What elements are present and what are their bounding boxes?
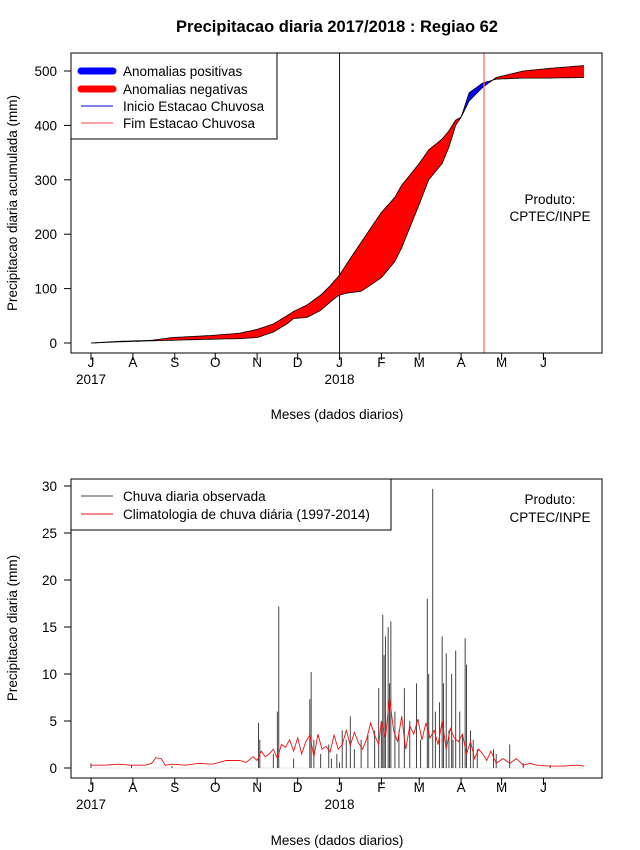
cumulative-legend-box — [70, 52, 278, 140]
daily-y-tick-label: 10 — [42, 667, 57, 682]
cumulative-year-label: 2018 — [325, 372, 355, 387]
cumulative-annotation-line-1: Produto: — [524, 192, 575, 207]
cumulative-chart: Precipitacao diaria 2017/2018 : Regiao 6… — [5, 18, 603, 422]
cumulative-x-tick-label: J — [336, 355, 343, 370]
daily-legend-box — [70, 478, 392, 531]
daily-x-tick-label: J — [336, 780, 343, 795]
daily-y-tick-label: 30 — [42, 479, 57, 494]
daily-year-label: 2018 — [325, 797, 355, 812]
daily-y-tick-label: 0 — [49, 761, 57, 776]
cumulative-x-tick-label: J — [88, 355, 95, 370]
cumulative-x-axis-label: Meses (dados diarios) — [271, 407, 404, 422]
daily-x-axis: J A S O N D J F M A M J 2017 2018 — [76, 777, 547, 812]
daily-x-tick-label: M — [414, 780, 425, 795]
cumulative-y-tick-label: 200 — [34, 227, 57, 242]
cumulative-annotation-line-2: CPTEC/INPE — [509, 209, 590, 224]
negative-anomaly-area — [92, 117, 462, 343]
cumulative-y-tick-label: 400 — [34, 118, 57, 133]
cumulative-x-tick-label: A — [457, 355, 466, 370]
cumulative-x-tick-label: F — [377, 355, 385, 370]
legend-label-start: Inicio Estacao Chuvosa — [123, 99, 265, 114]
legend-label-climatology: Climatologia de chuva diária (1997-2014) — [123, 507, 370, 522]
daily-data-layer — [90, 488, 585, 769]
daily-x-tick-label: J — [540, 780, 547, 795]
cumulative-x-axis: J A S O N D J F M A M J 2017 2018 — [76, 352, 547, 387]
legend-label-negative: Anomalias negativas — [123, 82, 248, 97]
cumulative-x-tick-label: M — [414, 355, 425, 370]
cumulative-x-tick-label: A — [128, 355, 137, 370]
cumulative-data-layer — [90, 53, 585, 353]
daily-annotation-line-1: Produto: — [524, 492, 575, 507]
daily-x-tick-label: M — [496, 780, 507, 795]
daily-x-tick-label: D — [293, 780, 303, 795]
cumulative-y-axis: 0 100 200 300 400 500 — [34, 64, 72, 351]
cumulative-y-tick-label: 0 — [49, 336, 57, 351]
cumulative-x-tick-label: O — [210, 355, 221, 370]
daily-chart: 0 5 10 15 20 25 30 J A S O N D J F M A M J 2017 2018 Meses … — [5, 478, 603, 848]
cumulative-legend: Anomalias positivas Anomalias negativas … — [70, 52, 278, 140]
daily-x-tick-label: S — [170, 780, 179, 795]
daily-y-tick-label: 15 — [42, 620, 57, 635]
positive-anomaly-area — [461, 79, 494, 118]
negative-anomaly-area — [493, 65, 584, 80]
cumulative-x-tick-label: J — [540, 355, 547, 370]
daily-x-axis-label: Meses (dados diarios) — [271, 833, 404, 848]
daily-y-axis-label: Precipitacao diaria (mm) — [5, 555, 20, 701]
climatology-cumulative-line — [90, 65, 585, 344]
cumulative-y-tick-label: 100 — [34, 282, 57, 297]
daily-x-tick-label: J — [88, 780, 95, 795]
daily-legend: Chuva diaria observada Climatologia de c… — [70, 478, 392, 531]
daily-y-tick-label: 20 — [42, 573, 57, 588]
cumulative-year-label: 2017 — [76, 372, 106, 387]
daily-x-tick-label: A — [128, 780, 137, 795]
legend-label-observed: Chuva diaria observada — [123, 489, 266, 504]
climatology-daily-line — [91, 697, 585, 767]
legend-label-end: Fim Estacao Chuvosa — [123, 116, 256, 131]
cumulative-y-tick-label: 300 — [34, 173, 57, 188]
daily-year-label: 2017 — [76, 797, 106, 812]
daily-x-tick-label: F — [377, 780, 385, 795]
daily-y-tick-label: 5 — [49, 714, 57, 729]
daily-annotation-line-2: CPTEC/INPE — [509, 510, 590, 525]
cumulative-x-tick-label: M — [496, 355, 507, 370]
daily-x-tick-label: N — [252, 780, 262, 795]
legend-label-positive: Anomalias positivas — [123, 64, 243, 79]
daily-x-tick-label: O — [210, 780, 221, 795]
cumulative-y-axis-label: Precipitacao diaria acumulada (mm) — [5, 95, 20, 311]
cumulative-x-tick-label: S — [170, 355, 179, 370]
cumulative-x-tick-label: D — [293, 355, 303, 370]
chart-title: Precipitacao diaria 2017/2018 : Regiao 6… — [176, 18, 498, 36]
daily-y-tick-label: 25 — [42, 526, 57, 541]
daily-x-tick-label: A — [457, 780, 466, 795]
observed-cumulative-line — [90, 77, 584, 344]
cumulative-y-tick-label: 500 — [34, 64, 57, 79]
daily-y-axis: 0 5 10 15 20 25 30 — [42, 479, 72, 776]
cumulative-x-tick-label: N — [252, 355, 262, 370]
